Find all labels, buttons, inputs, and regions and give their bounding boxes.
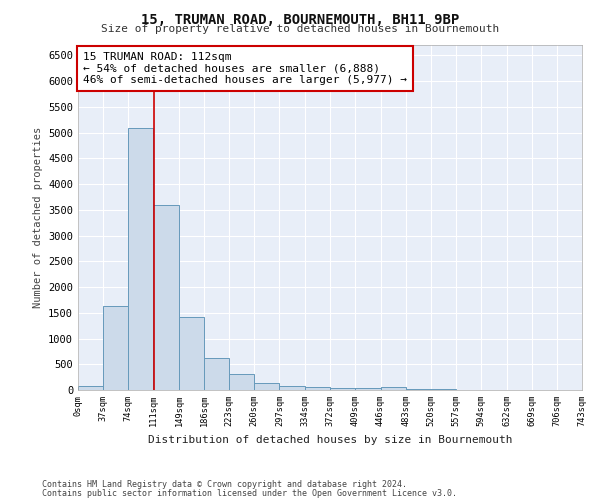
Bar <box>305 388 331 390</box>
Bar <box>78 386 103 390</box>
Bar <box>380 387 406 390</box>
Bar <box>331 388 355 390</box>
Text: Contains public sector information licensed under the Open Government Licence v3: Contains public sector information licen… <box>42 488 457 498</box>
Bar <box>280 386 305 390</box>
Text: 15 TRUMAN ROAD: 112sqm
← 54% of detached houses are smaller (6,888)
46% of semi-: 15 TRUMAN ROAD: 112sqm ← 54% of detached… <box>83 52 407 85</box>
Bar <box>204 358 229 390</box>
Text: Contains HM Land Registry data © Crown copyright and database right 2024.: Contains HM Land Registry data © Crown c… <box>42 480 407 489</box>
Bar <box>128 128 153 390</box>
Bar <box>229 374 254 390</box>
Text: 15, TRUMAN ROAD, BOURNEMOUTH, BH11 9BP: 15, TRUMAN ROAD, BOURNEMOUTH, BH11 9BP <box>141 12 459 26</box>
Bar <box>179 318 204 390</box>
X-axis label: Distribution of detached houses by size in Bournemouth: Distribution of detached houses by size … <box>148 434 512 444</box>
Bar <box>406 389 431 390</box>
Bar <box>153 204 179 390</box>
Text: Size of property relative to detached houses in Bournemouth: Size of property relative to detached ho… <box>101 24 499 34</box>
Bar <box>103 306 128 390</box>
Bar <box>254 383 280 390</box>
Y-axis label: Number of detached properties: Number of detached properties <box>32 127 43 308</box>
Bar <box>355 388 380 390</box>
